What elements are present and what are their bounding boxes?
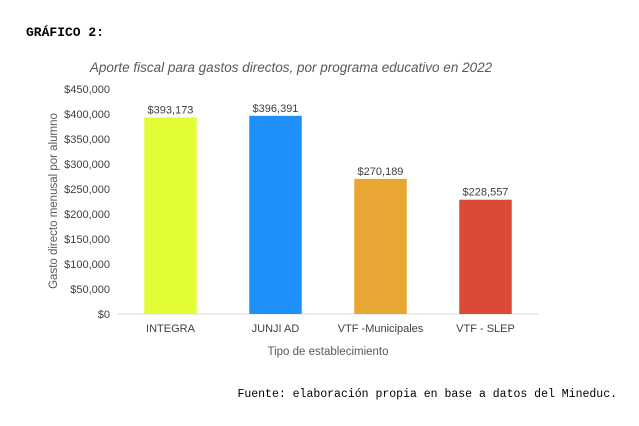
- y-tick-label: $250,000: [64, 184, 110, 196]
- category-label: INTEGRA: [146, 323, 196, 335]
- figure-heading: GRÁFICO 2:: [26, 25, 105, 40]
- y-tick-label: $300,000: [64, 159, 110, 171]
- y-tick-label: $200,000: [64, 209, 110, 221]
- data-label: $228,557: [463, 187, 509, 199]
- category-label: VTF -Municipales: [338, 323, 424, 335]
- bar: [144, 117, 197, 314]
- data-label: $393,173: [148, 104, 194, 116]
- bar: [459, 199, 512, 314]
- y-tick-label: $350,000: [64, 134, 110, 146]
- source-note: Fuente: elaboración propia en base a dat…: [237, 388, 617, 401]
- bar: [249, 115, 302, 314]
- category-label: JUNJI AD: [252, 323, 300, 335]
- bars: [144, 115, 512, 314]
- y-tick-label: $150,000: [64, 234, 110, 246]
- bar: [354, 178, 407, 314]
- data-label: $396,391: [253, 103, 299, 115]
- chart-title: Aporte fiscal para gastos directos, por …: [89, 60, 493, 75]
- y-tick-label: $450,000: [64, 84, 110, 96]
- y-tick-label: $50,000: [70, 284, 110, 296]
- y-tick-label: $0: [98, 309, 110, 321]
- data-labels: $393,173 $396,391 $270,189 $228,557: [148, 103, 509, 199]
- y-axis-ticks: $0 $50,000 $100,000 $150,000 $200,000 $250,00…: [64, 84, 110, 321]
- data-label: $270,189: [358, 166, 404, 178]
- y-tick-label: $400,000: [64, 109, 110, 121]
- category-label: VTF - SLEP: [456, 323, 515, 335]
- y-axis-label: Gasto directo menusal por alumno: [48, 113, 60, 289]
- x-axis-label: Tipo de establecimiento: [267, 346, 388, 358]
- category-labels: INTEGRA JUNJI AD VTF -Municipales VTF - SLE…: [146, 323, 515, 335]
- y-tick-label: $100,000: [64, 259, 110, 271]
